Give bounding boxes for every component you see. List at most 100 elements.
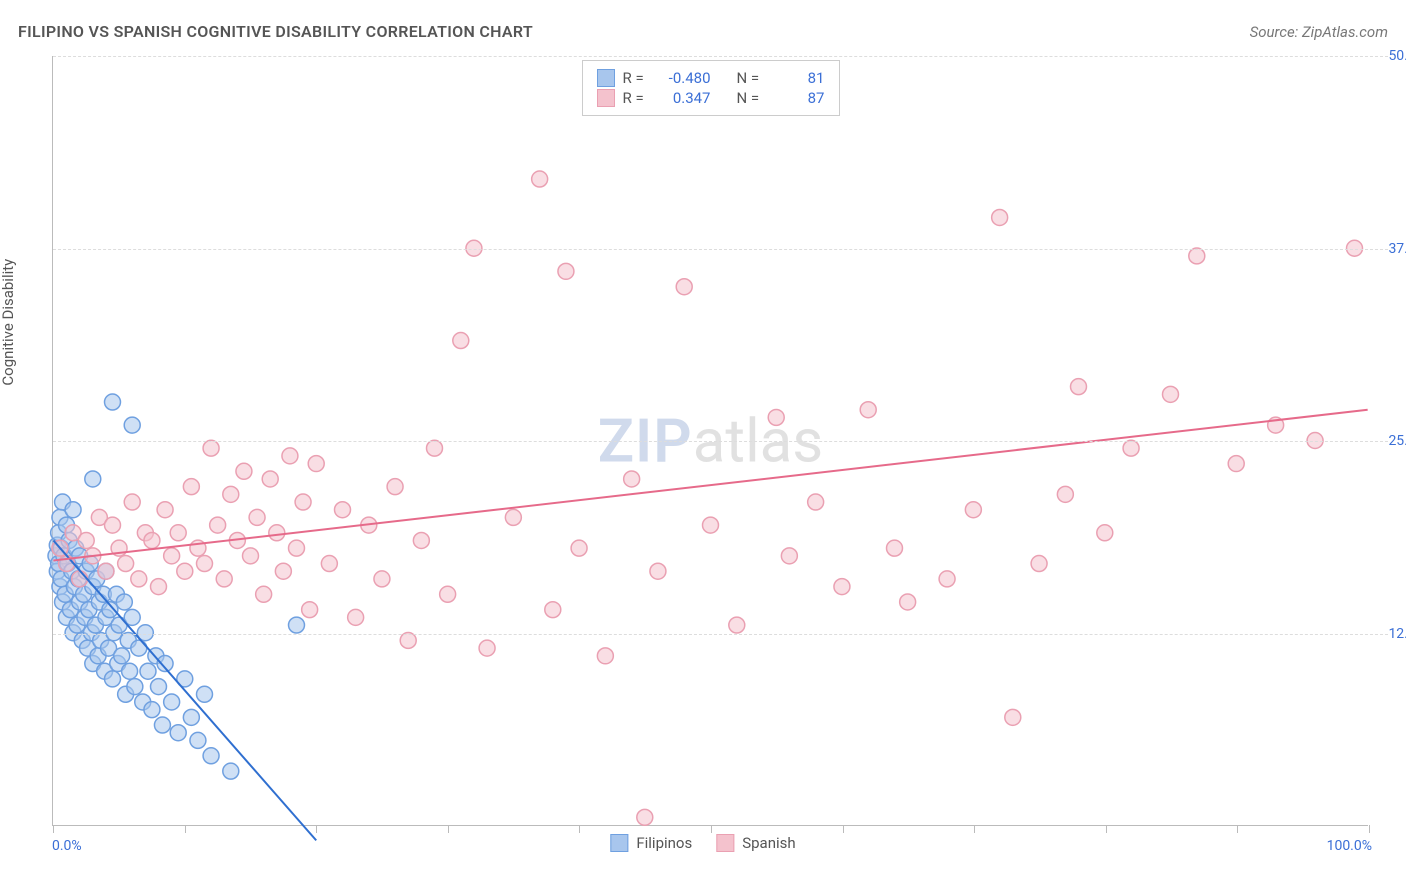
- scatter-point: [269, 525, 285, 541]
- scatter-point: [992, 210, 1008, 226]
- scatter-point: [1163, 386, 1179, 402]
- scatter-point: [197, 686, 213, 702]
- scatter-point: [177, 563, 193, 579]
- scatter-point: [116, 594, 132, 610]
- stats-legend: R = -0.480 N = 81 R = 0.347 N = 87: [582, 60, 840, 116]
- scatter-point: [105, 517, 121, 533]
- scatter-point: [558, 263, 574, 279]
- scatter-point: [808, 494, 824, 510]
- scatter-point: [900, 594, 916, 610]
- scatter-point: [768, 409, 784, 425]
- scatter-point: [532, 171, 548, 187]
- scatter-point: [65, 502, 81, 518]
- legend-label-spanish: Spanish: [742, 834, 795, 852]
- scatter-point: [597, 648, 613, 664]
- scatter-point: [144, 702, 160, 718]
- scatter-point: [860, 402, 876, 418]
- scatter-point: [965, 502, 981, 518]
- x-axis-min-label: 0.0%: [52, 838, 82, 854]
- scatter-point: [676, 279, 692, 295]
- swatch-filipinos: [597, 69, 615, 87]
- scatter-point: [210, 517, 226, 533]
- n-label: N =: [737, 89, 767, 107]
- scatter-point: [183, 709, 199, 725]
- scatter-point: [164, 694, 180, 710]
- scatter-point: [650, 563, 666, 579]
- scatter-point: [85, 471, 101, 487]
- stats-row-filipinos: R = -0.480 N = 81: [597, 69, 825, 87]
- scatter-point: [114, 648, 130, 664]
- scatter-point: [249, 509, 265, 525]
- x-tick: [1369, 825, 1370, 833]
- legend-swatch-filipinos: [610, 834, 628, 852]
- scatter-point: [256, 586, 272, 602]
- scatter-point: [98, 563, 114, 579]
- scatter-point: [282, 448, 298, 464]
- scatter-point: [203, 440, 219, 456]
- scatter-point: [275, 563, 291, 579]
- scatter-point: [1057, 486, 1073, 502]
- scatter-point: [131, 640, 147, 656]
- plot-area: ZIPatlas R = -0.480 N = 81 R = 0.347 N =…: [52, 56, 1368, 826]
- scatter-point: [1228, 456, 1244, 472]
- trend-line: [53, 410, 1367, 561]
- scatter-point: [170, 725, 186, 741]
- scatter-point: [151, 679, 167, 695]
- scatter-point: [295, 494, 311, 510]
- n-value-filipinos: 81: [775, 69, 825, 87]
- scatter-point: [72, 571, 88, 587]
- scatter-point: [637, 809, 653, 825]
- x-tick: [448, 825, 449, 833]
- scatter-point: [124, 417, 140, 433]
- x-tick: [843, 825, 844, 833]
- scatter-point: [183, 479, 199, 495]
- y-tick-label: 37.5%: [1388, 241, 1406, 257]
- scatter-point: [170, 525, 186, 541]
- swatch-spanish: [597, 89, 615, 107]
- x-tick: [1237, 825, 1238, 833]
- scatter-point: [154, 717, 170, 733]
- y-tick-label: 50.0%: [1388, 48, 1406, 64]
- n-label: N =: [737, 69, 767, 87]
- y-tick-label: 12.5%: [1388, 626, 1406, 642]
- legend-item-spanish: Spanish: [716, 834, 795, 852]
- x-tick: [185, 825, 186, 833]
- scatter-point: [197, 556, 213, 572]
- scatter-point: [1071, 379, 1087, 395]
- scatter-point: [289, 540, 305, 556]
- scatter-point: [157, 502, 173, 518]
- scatter-point: [1005, 709, 1021, 725]
- x-axis-max-label: 100.0%: [1327, 838, 1372, 854]
- scatter-point: [78, 532, 94, 548]
- r-value-spanish: 0.347: [661, 89, 711, 107]
- scatter-point: [190, 732, 206, 748]
- r-label: R =: [623, 89, 653, 107]
- scatter-point: [624, 471, 640, 487]
- scatter-point: [144, 532, 160, 548]
- scatter-point: [105, 394, 121, 410]
- gridline: [53, 634, 1388, 635]
- scatter-point: [151, 579, 167, 595]
- scatter-point: [413, 532, 429, 548]
- chart-source: Source: ZipAtlas.com: [1250, 23, 1388, 41]
- x-tick: [1106, 825, 1107, 833]
- scatter-point: [1123, 440, 1139, 456]
- scatter-point: [348, 609, 364, 625]
- scatter-point: [243, 548, 259, 564]
- scatter-point: [387, 479, 403, 495]
- x-tick: [579, 825, 580, 833]
- x-tick: [53, 825, 54, 833]
- scatter-point: [203, 748, 219, 764]
- scatter-point: [124, 494, 140, 510]
- gridline: [53, 56, 1388, 57]
- scatter-point: [1097, 525, 1113, 541]
- x-tick: [974, 825, 975, 833]
- legend-swatch-spanish: [716, 834, 734, 852]
- x-tick: [316, 825, 317, 833]
- y-axis-label: Cognitive Disability: [0, 259, 17, 386]
- scatter-point: [127, 679, 143, 695]
- x-tick: [711, 825, 712, 833]
- r-value-filipinos: -0.480: [661, 69, 711, 87]
- scatter-point: [479, 640, 495, 656]
- scatter-point: [440, 586, 456, 602]
